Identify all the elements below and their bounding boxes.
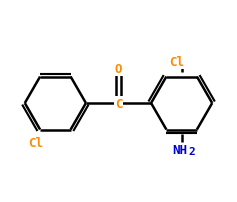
Text: C: C (115, 97, 122, 110)
Text: O: O (115, 63, 122, 76)
Text: Cl: Cl (28, 137, 44, 149)
Text: NH: NH (172, 144, 187, 157)
Text: 2: 2 (188, 147, 195, 157)
Text: Cl: Cl (169, 56, 184, 68)
